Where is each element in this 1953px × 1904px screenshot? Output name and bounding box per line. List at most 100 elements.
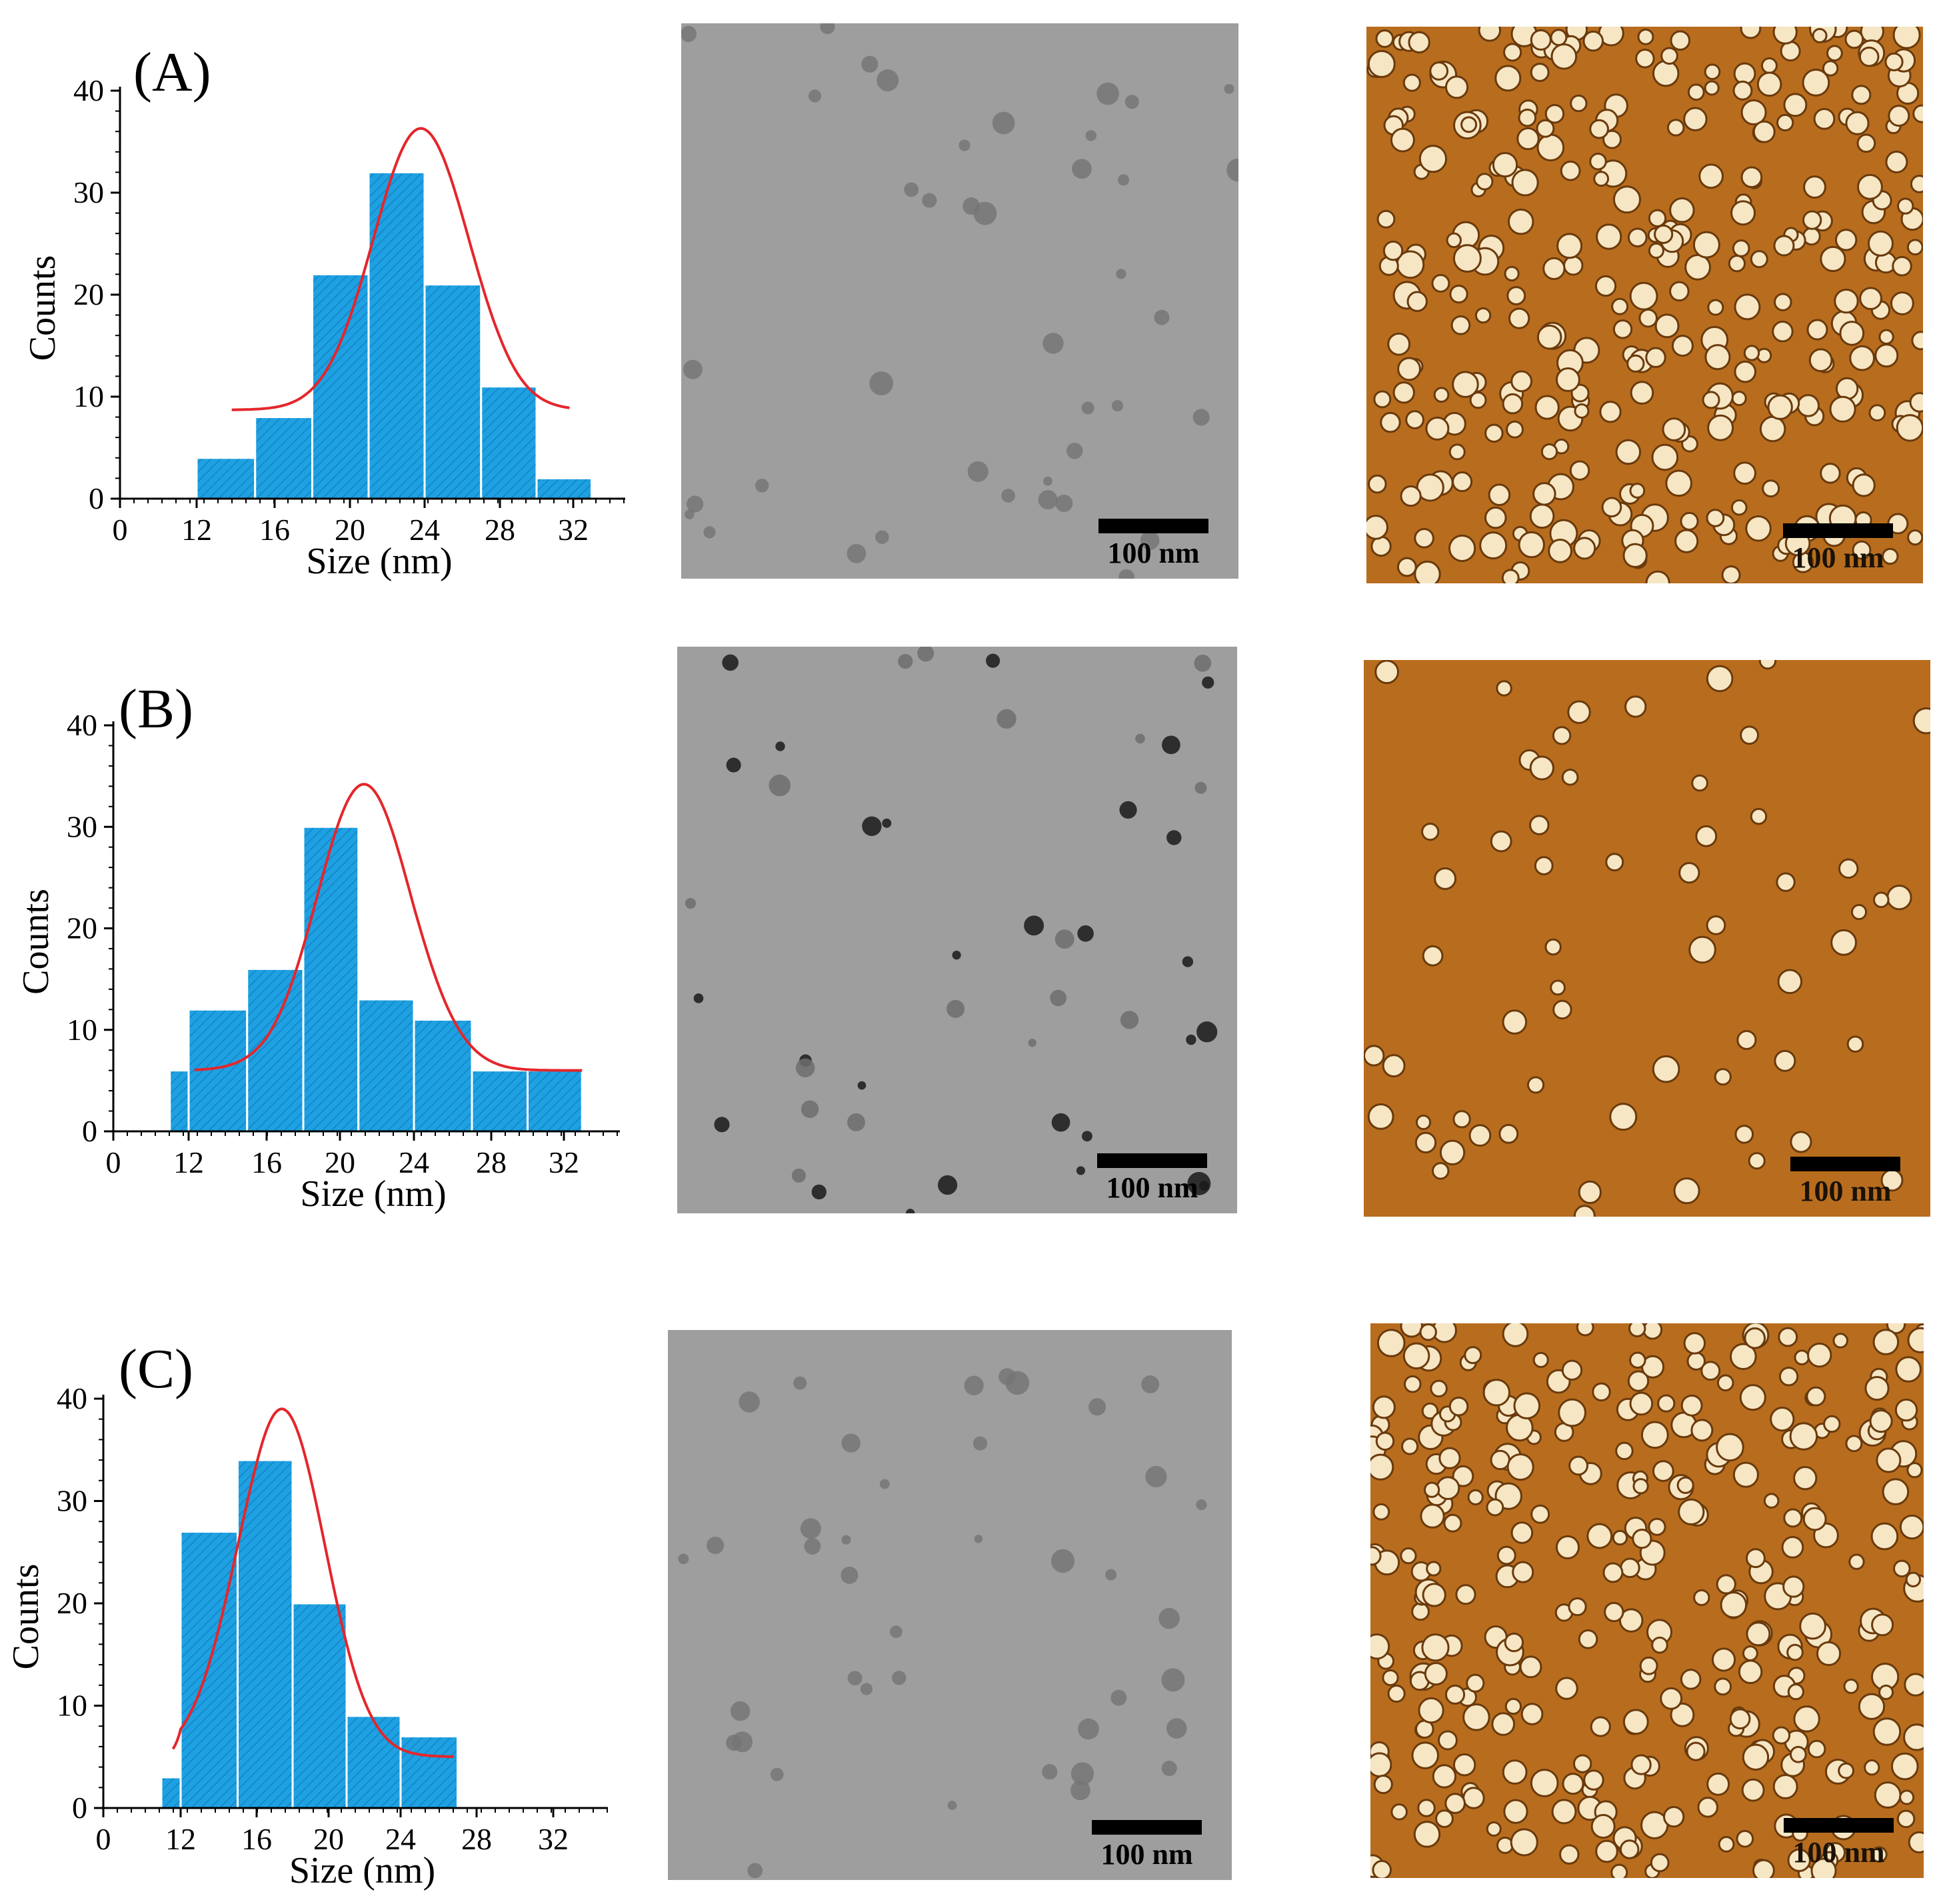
afm-particle <box>1602 1562 1624 1583</box>
x-tick-label: 28 <box>476 1145 507 1179</box>
afm-particle <box>1380 411 1401 433</box>
afm-particle <box>1431 273 1450 293</box>
afm-particle <box>1382 1669 1399 1687</box>
afm-particle <box>1878 329 1894 345</box>
tem-particle-layer <box>681 23 1238 579</box>
afm-particle <box>1430 1379 1448 1398</box>
afm-particle <box>1802 210 1822 230</box>
afm-image-c: 100 nm <box>1370 1323 1924 1878</box>
afm-particle <box>1872 891 1890 909</box>
afm-particle <box>1759 415 1786 443</box>
afm-particle <box>1716 1574 1736 1595</box>
afm-particle <box>1605 853 1624 872</box>
afm-particle <box>1648 242 1664 259</box>
afm-particle <box>1504 1632 1524 1653</box>
tem-particle <box>1085 130 1097 141</box>
x-tick-label: 20 <box>335 513 365 547</box>
tem-particle-layer <box>678 1368 1207 1879</box>
afm-particle <box>1400 1547 1417 1565</box>
afm-particle <box>1578 1180 1602 1205</box>
afm-particle <box>1704 80 1720 96</box>
afm-particle <box>1870 1522 1899 1551</box>
y-axis-title: Counts <box>5 1564 47 1670</box>
afm-particle <box>1452 371 1479 398</box>
afm-particle <box>1782 1575 1805 1598</box>
afm-particle <box>1530 1504 1550 1524</box>
afm-particle <box>1808 348 1833 373</box>
afm-particle <box>1559 1844 1580 1865</box>
afm-particle <box>1419 1323 1437 1341</box>
afm-particle <box>1738 1659 1763 1685</box>
afm-particle <box>1776 113 1794 132</box>
afm-particle <box>1583 1769 1604 1791</box>
afm-particle <box>1888 105 1910 127</box>
tem-particle <box>1028 1039 1036 1047</box>
y-tick-label: 10 <box>73 379 104 413</box>
tem-particle <box>678 1553 689 1565</box>
tem-particle <box>1054 929 1074 949</box>
histogram-bar <box>169 1069 190 1133</box>
afm-particle <box>1400 1323 1424 1338</box>
tem-particle <box>967 461 988 482</box>
afm-particle <box>1652 1460 1674 1482</box>
tem-particle <box>1140 531 1160 550</box>
tem-particle <box>1124 95 1139 109</box>
tem-particle <box>1192 409 1210 426</box>
tem-particle <box>841 1433 861 1453</box>
afm-particle <box>1474 307 1492 324</box>
afm-particle <box>1660 47 1678 65</box>
scale-bar-label: 100 nm <box>1799 1175 1892 1207</box>
histogram-bar <box>311 273 370 500</box>
afm-particle <box>1530 63 1550 82</box>
afm-particle <box>1897 197 1914 215</box>
afm-particle <box>1502 393 1524 415</box>
afm-particle <box>1700 1361 1721 1381</box>
tem-particle <box>882 818 892 828</box>
afm-particle <box>1425 416 1450 441</box>
afm-particle <box>1414 528 1434 549</box>
x-tick-label: 16 <box>251 1145 282 1179</box>
tem-particle <box>801 1100 819 1119</box>
afm-particle <box>1590 1814 1616 1839</box>
afm-particle <box>1595 1839 1618 1863</box>
afm-particle <box>1502 1759 1528 1785</box>
tem-particle <box>847 1671 863 1686</box>
afm-particle <box>1423 1481 1440 1498</box>
afm-particle <box>1526 1076 1545 1094</box>
histogram-b: 0 12 16 20 24 28 32 0 10 20 30 40 Size (nm) Counts <box>15 708 620 1215</box>
afm-particle <box>1790 1131 1812 1153</box>
afm-particle <box>1429 61 1449 81</box>
afm-particle <box>1783 1508 1803 1528</box>
tem-particle <box>1024 915 1044 936</box>
tem-particle <box>947 1801 957 1810</box>
tem-particle <box>726 757 741 773</box>
afm-particle <box>1852 540 1872 560</box>
tem-particle <box>1038 490 1058 510</box>
tem-particle <box>770 1767 784 1781</box>
tem-particle <box>1076 1166 1086 1175</box>
afm-particle <box>1612 1529 1628 1546</box>
tem-particle <box>1096 82 1119 105</box>
afm-particle <box>1482 1379 1510 1407</box>
afm-particle <box>1370 1752 1392 1778</box>
afm-particle <box>1718 1835 1735 1853</box>
afm-particle <box>1650 1853 1670 1873</box>
afm-particle <box>1838 858 1859 879</box>
afm-particle <box>1630 1754 1652 1775</box>
afm-particle <box>1406 291 1428 312</box>
afm-particle <box>1368 474 1387 494</box>
afm-particle <box>1534 395 1560 420</box>
afm-particle <box>1716 1374 1734 1392</box>
afm-particle <box>1421 1402 1439 1420</box>
tem-particle <box>1182 956 1194 967</box>
afm-particle <box>1838 1762 1854 1779</box>
tem-particle <box>685 509 695 519</box>
afm-particle <box>1373 1774 1393 1795</box>
afm-particle <box>1834 229 1858 251</box>
afm-particle <box>1508 307 1530 329</box>
histogram-bar <box>413 1019 473 1133</box>
afm-particle <box>1750 250 1768 269</box>
tem-particle <box>1187 1171 1211 1195</box>
afm-particle <box>1568 1455 1589 1476</box>
tem-particle <box>1001 489 1015 503</box>
